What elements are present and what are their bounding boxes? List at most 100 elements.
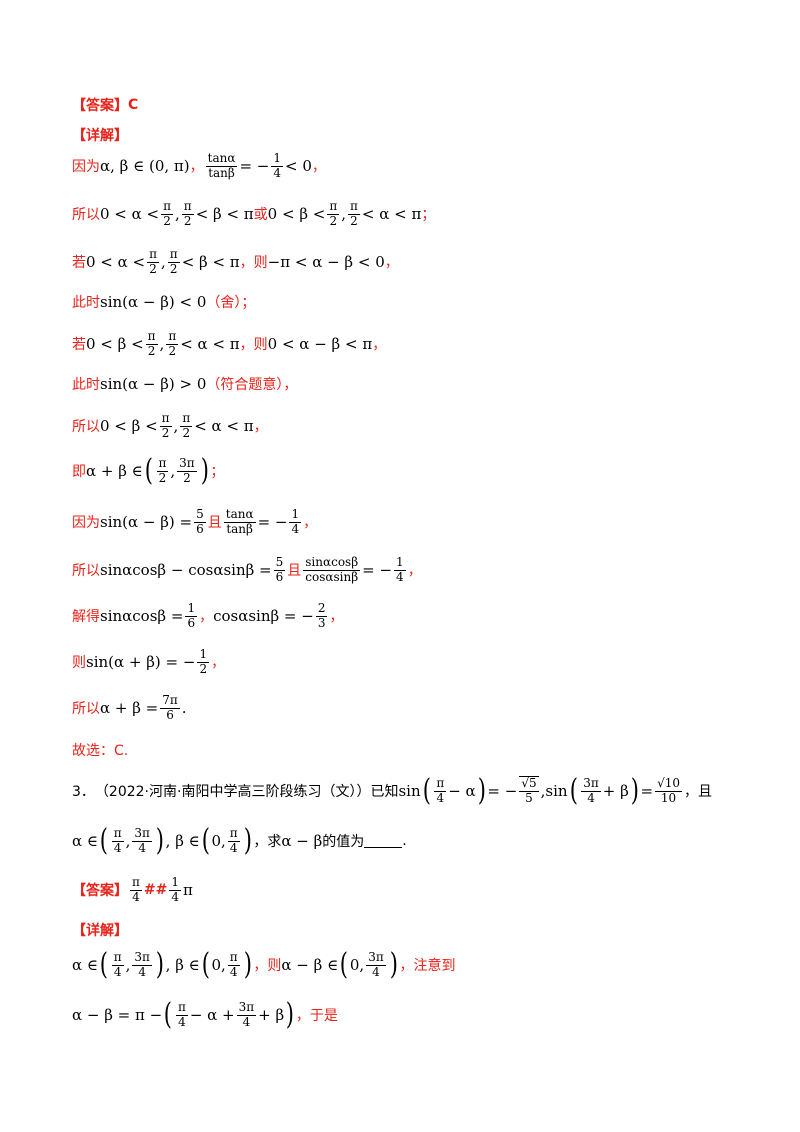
math-text: sin(α + β) = −	[86, 653, 196, 672]
math-text: 1	[394, 555, 406, 571]
math-text: （符合题意），	[206, 377, 298, 393]
math-text: 4	[132, 889, 140, 904]
math-text: 故选：C.	[72, 743, 129, 759]
math-text: ，	[303, 515, 318, 532]
math-text: 此时	[72, 295, 100, 311]
math-text: sinαcosβ	[303, 555, 361, 571]
math-text: ，求	[253, 834, 282, 850]
math-text: = −	[487, 782, 518, 800]
fraction: tanα tanβ	[205, 151, 238, 181]
math-text: ，	[211, 655, 226, 672]
math-text: α + β ∈	[86, 462, 143, 480]
math-text: 0 < β <	[100, 417, 158, 436]
math-text: 所以	[72, 563, 100, 580]
math-text: 4	[113, 840, 122, 855]
math-text: 2	[183, 213, 192, 228]
fraction: 3π 4	[132, 949, 152, 980]
math-text: 或	[253, 207, 268, 224]
math-text: ，则	[253, 958, 282, 974]
fraction: √5 5	[519, 776, 539, 806]
math-text: , β ∈	[165, 956, 200, 974]
math-text: − α +	[189, 1006, 235, 1024]
math-text: 若	[72, 255, 86, 272]
math-text: tanβ	[226, 521, 253, 536]
math-text: 1	[271, 151, 283, 167]
math-text: 2	[158, 470, 167, 485]
math-text: .	[181, 699, 187, 718]
math-text: 2	[182, 425, 191, 440]
math-text: 7π	[160, 693, 180, 709]
math-text: ，	[372, 337, 387, 354]
math-text: 0 < β <	[267, 205, 326, 224]
math-text: )	[155, 823, 164, 858]
math-text: 所以	[72, 419, 100, 436]
math-text: ，	[199, 609, 214, 626]
math-text: 即	[72, 464, 86, 480]
math-text: , β ∈	[165, 832, 200, 850]
math-text: )	[243, 823, 252, 858]
math-text: 2	[315, 601, 328, 617]
math-text: π	[434, 775, 447, 792]
answer-label: 【答案】	[72, 98, 128, 114]
math-text: 因为	[72, 159, 100, 176]
math-text: （舍）；	[206, 295, 256, 311]
math-text: − α	[448, 782, 476, 800]
math-text: sin(α − β) < 0	[100, 293, 207, 311]
math-text: π	[156, 455, 169, 472]
math-text: 此时	[72, 377, 100, 393]
math-text: = −	[362, 561, 393, 580]
math-text: 4	[436, 790, 445, 805]
math-text: 2	[199, 661, 208, 676]
math-text: α − β	[281, 832, 323, 850]
math-text: 5	[194, 507, 206, 523]
math-text: cosαsinβ	[305, 569, 359, 584]
math-text: 【详解】	[72, 923, 128, 939]
math-text: 2	[168, 343, 177, 358]
math-text: 6	[196, 521, 204, 536]
math-text: 3π	[177, 455, 197, 472]
math-text: 4	[138, 840, 146, 855]
math-text: sinαcosβ =	[100, 607, 184, 626]
math-text: )	[477, 773, 486, 808]
math-text: 4	[291, 521, 300, 536]
math-text: 3π	[132, 949, 152, 966]
math-text: 1	[169, 875, 181, 891]
math-text: ,	[341, 205, 346, 224]
math-text: sinαcosβ − cosαsinβ =	[100, 561, 272, 580]
math-text: α − β ∈	[281, 956, 339, 974]
math-text: ,	[175, 205, 180, 224]
math-text: 4	[229, 964, 238, 979]
detail-label-2: 【详解】	[72, 920, 128, 940]
math-text: 若	[72, 337, 86, 354]
math-text: ,	[173, 417, 179, 436]
math-text: π	[145, 329, 158, 345]
math-text: 3	[317, 615, 326, 630]
math-text: ，	[407, 563, 422, 580]
math-text: π	[161, 199, 174, 215]
math-text: (	[422, 773, 431, 808]
math-text: ，	[384, 255, 399, 272]
fraction: 3π 4	[581, 776, 601, 806]
math-text: )	[630, 773, 639, 808]
math-text: 5	[273, 555, 286, 571]
solution-line-4: 此时 sin(α − β) < 0 （舍）；	[72, 292, 255, 312]
math-text: ，且	[684, 784, 713, 800]
math-text: π	[111, 825, 124, 842]
math-text: sin(α − β) =	[100, 513, 193, 532]
math-text: 3．	[72, 784, 95, 800]
